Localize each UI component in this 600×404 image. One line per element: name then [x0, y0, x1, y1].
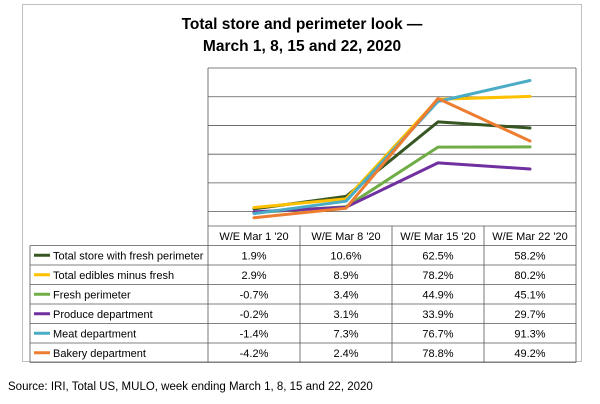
- series-line-6: [252, 97, 532, 220]
- data-cell: -0.2%: [240, 309, 269, 321]
- data-cell: 58.2%: [514, 250, 545, 262]
- series-line-2: [252, 94, 532, 209]
- legend-label: Bakery department: [53, 348, 146, 360]
- data-cell: 49.2%: [514, 348, 545, 360]
- source-note: Source: IRI, Total US, MULO, week ending…: [8, 381, 373, 393]
- category-label: W/E Mar 22 '20: [492, 231, 567, 243]
- data-cell: 3.1%: [333, 309, 358, 321]
- data-cell: 33.9%: [422, 309, 453, 321]
- category-label: W/E Mar 8 '20: [311, 231, 380, 243]
- legend-label: Produce department: [53, 309, 153, 321]
- data-cell: 7.3%: [333, 328, 358, 340]
- data-cell: 2.9%: [241, 270, 266, 282]
- data-cell: -1.4%: [240, 328, 269, 340]
- data-cell: 80.2%: [514, 270, 545, 282]
- data-cell: 76.7%: [422, 328, 453, 340]
- data-cell: -4.2%: [240, 348, 269, 360]
- data-cell: 2.4%: [333, 348, 358, 360]
- data-cell: 29.7%: [514, 309, 545, 321]
- data-cell: 1.9%: [241, 250, 266, 262]
- legend-label: Total edibles minus fresh: [53, 270, 174, 282]
- data-cell: 91.3%: [514, 328, 545, 340]
- data-cell: 44.9%: [422, 289, 453, 301]
- category-label: W/E Mar 1 '20: [219, 231, 288, 243]
- data-cell: 3.4%: [333, 289, 358, 301]
- series-line-4: [252, 161, 532, 214]
- chart-title-block: Total store and perimeter look — March 1…: [22, 14, 582, 58]
- category-label: W/E Mar 15 '20: [400, 231, 475, 243]
- legend-label: Meat department: [53, 328, 136, 340]
- legend-label: Fresh perimeter: [53, 289, 131, 301]
- data-cell: 62.5%: [422, 250, 453, 262]
- data-cell: 45.1%: [514, 289, 545, 301]
- chart-frame: [22, 4, 582, 362]
- chart-title: Total store and perimeter look —: [181, 16, 423, 33]
- data-cell: 8.9%: [333, 270, 358, 282]
- legend-label: Total store with fresh perimeter: [53, 250, 204, 262]
- data-cell: 10.6%: [330, 250, 361, 262]
- data-cell: 78.8%: [422, 348, 453, 360]
- data-cell: -0.7%: [240, 289, 269, 301]
- data-cell: 78.2%: [422, 270, 453, 282]
- chart-subtitle: March 1, 8, 15 and 22, 2020: [202, 38, 402, 55]
